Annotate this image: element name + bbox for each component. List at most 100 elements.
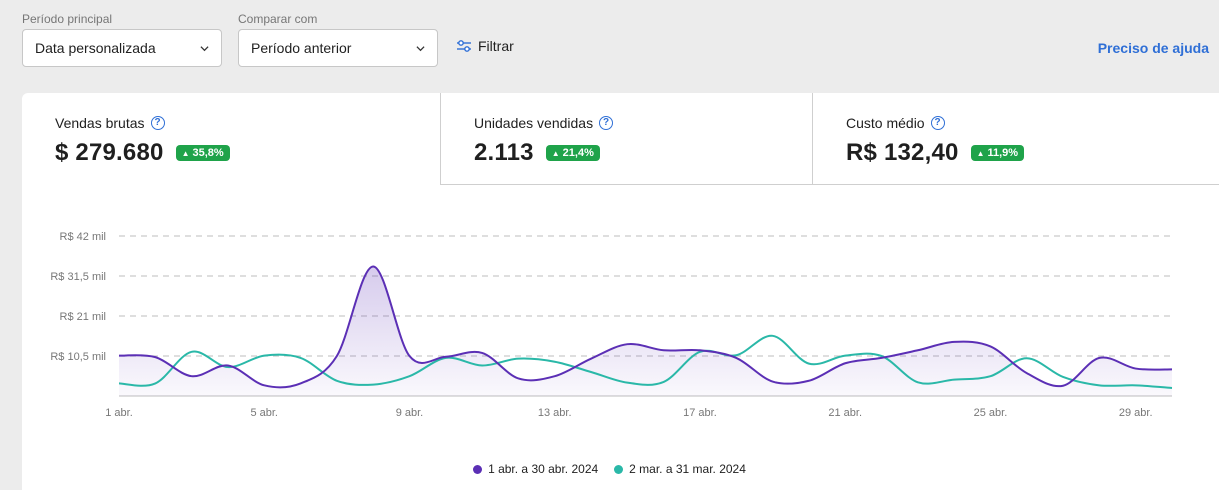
data-point-compare [190, 350, 194, 354]
data-point-compare [662, 380, 666, 384]
data-point-compare [807, 362, 811, 366]
data-point-compare [153, 381, 157, 385]
data-point-current [480, 351, 484, 355]
data-point-current [407, 354, 411, 358]
metric-value: $ 279.680 [55, 139, 164, 166]
x-tick-label: 25 abr. [974, 407, 1008, 419]
data-point-compare [988, 374, 992, 378]
data-point-current [335, 354, 339, 358]
chevron-down-icon [416, 46, 425, 52]
filter-button-label: Filtrar [478, 38, 514, 54]
data-point-compare [880, 354, 884, 358]
help-circle-icon[interactable]: ? [599, 116, 614, 130]
metrics-row: Vendas brutas ? $ 279.680 ▲ 35,8% Unidade… [22, 93, 1219, 185]
data-point-current [988, 344, 992, 348]
series-area-current [119, 266, 1172, 396]
data-point-compare [299, 356, 303, 360]
data-point-current [117, 354, 121, 358]
metric-value-row: R$ 132,40 ▲ 11,9% [846, 139, 1025, 167]
y-tick-label: R$ 10,5 mil [50, 351, 106, 363]
data-point-compare [916, 380, 920, 384]
help-circle-icon[interactable]: ? [930, 116, 945, 130]
data-point-compare [1025, 356, 1029, 360]
metric-value: R$ 132,40 [846, 139, 959, 166]
change-badge: ▲ 35,8% [175, 145, 230, 161]
metric-label: Custo médio ? [846, 115, 945, 131]
help-circle-icon[interactable]: ? [150, 116, 165, 130]
series-line-current [118, 265, 1173, 389]
metric-label: Vendas brutas ? [55, 115, 165, 131]
data-point-current [1134, 367, 1138, 371]
legend-item-current[interactable]: 1 abr. a 30 abr. 2024 [473, 462, 598, 476]
data-point-current [1025, 371, 1029, 375]
sliders-icon [457, 40, 471, 52]
data-point-current [1097, 356, 1101, 360]
data-point-compare [952, 378, 956, 382]
data-point-current [190, 374, 194, 378]
metric-value-row: 2.113 ▲ 21,4% [474, 139, 600, 167]
x-tick-label: 9 abr. [396, 407, 424, 419]
metric-value-row: $ 279.680 ▲ 35,8% [55, 139, 230, 167]
arrow-up-icon: ▲ [181, 148, 190, 158]
change-badge: ▲ 21,4% [545, 145, 600, 161]
data-point-compare [480, 364, 484, 368]
metric-label: Unidades vendidas ? [474, 115, 614, 131]
x-tick-label: 21 abr. [828, 407, 862, 419]
data-point-compare [589, 370, 593, 374]
arrow-up-icon: ▲ [551, 148, 560, 158]
data-point-current [1061, 384, 1065, 388]
sales-line-chart: R$ 10,5 mil R$ 21 mil R$ 31,5 mil R$ 42 mil… [50, 231, 1174, 419]
legend-item-compare[interactable]: 2 mar. a 31 mar. 2024 [614, 462, 746, 476]
data-point-compare [516, 357, 520, 361]
metric-units-sold[interactable]: Unidades vendidas ? 2.113 ▲ 21,4% [440, 93, 812, 185]
metric-value: 2.113 [474, 139, 534, 166]
x-tick-label: 5 abr. [250, 407, 278, 419]
compare-value: Período anterior [251, 40, 352, 56]
data-point-current [1170, 367, 1174, 371]
metric-label-text: Vendas brutas [55, 115, 145, 131]
data-point-current [916, 348, 920, 352]
series-line-compare [118, 334, 1173, 389]
data-point-compare [335, 379, 339, 383]
data-point-current [807, 379, 811, 383]
data-point-compare [1170, 386, 1174, 390]
filter-button[interactable]: Filtrar [456, 38, 514, 54]
x-tick-label: 1 abr. [105, 407, 133, 419]
change-badge: ▲ 11,9% [970, 145, 1025, 161]
y-tick-label: R$ 21 mil [60, 311, 106, 323]
compare-select[interactable]: Período anterior [238, 29, 438, 67]
metric-label-text: Custo médio [846, 115, 925, 131]
data-point-compare [117, 381, 121, 385]
data-point-current [625, 342, 629, 346]
data-point-current [771, 380, 775, 384]
data-point-compare [407, 374, 411, 378]
data-point-current [516, 376, 520, 380]
change-badge-text: 35,8% [192, 147, 224, 159]
legend-dot [614, 464, 624, 474]
chart-legend: 1 abr. a 30 abr. 2024 2 mar. a 31 mar. 2… [0, 462, 1219, 476]
data-point-compare [371, 383, 375, 387]
arrow-up-icon: ▲ [976, 148, 985, 158]
data-point-compare [698, 350, 702, 354]
main-period-select[interactable]: Data personalizada [22, 29, 222, 67]
data-point-current [299, 381, 303, 385]
data-point-compare [625, 381, 629, 385]
data-point-compare [553, 360, 557, 364]
data-point-current [589, 357, 593, 361]
data-point-current [952, 340, 956, 344]
data-point-current [371, 264, 375, 268]
metric-gross-sales[interactable]: Vendas brutas ? $ 279.680 ▲ 35,8% [22, 93, 440, 185]
metric-average-cost[interactable]: Custo médio ? R$ 132,40 ▲ 11,9% [812, 93, 1219, 185]
x-tick-label: 17 abr. [683, 407, 717, 419]
y-tick-label: R$ 42 mil [60, 231, 106, 243]
help-link[interactable]: Preciso de ajuda [1097, 40, 1209, 56]
data-point-current [843, 361, 847, 365]
change-badge-text: 11,9% [987, 147, 1019, 159]
data-point-current [553, 374, 557, 378]
data-point-current [153, 355, 157, 359]
sales-panel: Vendas brutas ? $ 279.680 ▲ 35,8% Unidade… [22, 93, 1219, 490]
data-point-compare [226, 365, 230, 369]
metric-label-text: Unidades vendidas [474, 115, 594, 131]
legend-label: 1 abr. a 30 abr. 2024 [488, 462, 599, 476]
data-point-current [262, 383, 266, 387]
